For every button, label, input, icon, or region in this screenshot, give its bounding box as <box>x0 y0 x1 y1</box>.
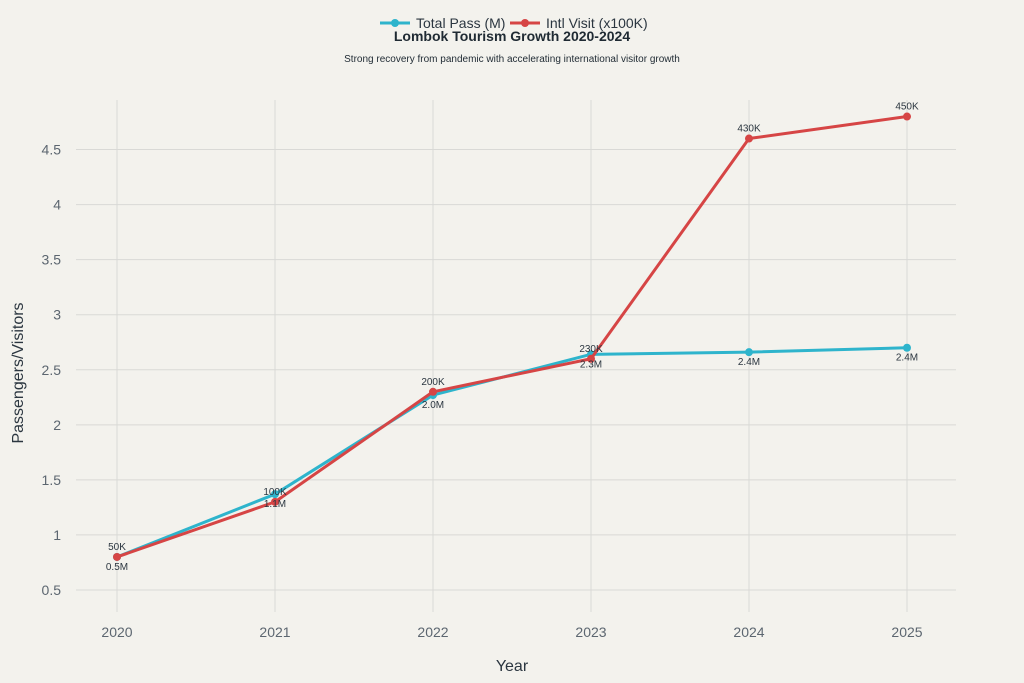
legend-swatch-marker <box>521 19 529 27</box>
data-label: 50K <box>108 542 126 553</box>
chart-subtitle: Strong recovery from pandemic with accel… <box>344 54 680 65</box>
y-axis-ticks: 0.5 1 1.5 2 2.5 3 3.5 4 4.5 <box>42 142 62 598</box>
data-point <box>271 497 279 506</box>
legend-label: Intl Visit (x100K) <box>546 15 648 31</box>
data-point <box>745 348 753 357</box>
legend-swatch-marker <box>391 19 399 27</box>
x-tick-label: 2021 <box>259 624 290 640</box>
data-point <box>429 387 437 396</box>
legend: Total Pass (M) Intl Visit (x100K) <box>380 15 648 31</box>
legend-item[interactable]: Intl Visit (x100K) <box>510 15 648 31</box>
series-line <box>116 346 908 559</box>
x-tick-label: 2020 <box>101 624 132 640</box>
data-labels: 0.5M 1.1M 2.0M 2.3M 2.4M 2.4M 50K 100K 200K 230K 4… <box>106 102 919 573</box>
y-tick-label: 1 <box>53 527 61 543</box>
data-label: 450K <box>895 102 919 113</box>
y-tick-label: 2 <box>53 417 61 433</box>
data-label: 200K <box>421 377 445 388</box>
data-label: 430K <box>737 124 761 135</box>
x-axis-ticks: 2020 2021 2022 2023 2024 2025 <box>101 624 922 640</box>
chart-title: Lombok Tourism Growth 2020-2024 <box>394 28 630 44</box>
legend-item[interactable]: Total Pass (M) <box>380 15 505 31</box>
data-point <box>903 343 911 352</box>
y-tick-label: 4 <box>53 197 61 213</box>
data-label: 2.0M <box>422 400 444 411</box>
y-tick-label: 3 <box>53 307 61 323</box>
y-tick-label: 1.5 <box>42 472 62 488</box>
x-tick-label: 2024 <box>733 624 764 640</box>
y-axis-title: Passengers/Visitors <box>10 302 27 443</box>
data-point <box>271 490 279 499</box>
data-label: 100K <box>263 487 287 498</box>
data-label: 1.1M <box>264 499 286 510</box>
grid <box>76 100 956 612</box>
data-point <box>113 552 121 561</box>
x-tick-label: 2023 <box>575 624 606 640</box>
data-point <box>903 112 911 121</box>
data-label: 230K <box>579 344 603 355</box>
y-tick-label: 4.5 <box>42 142 62 158</box>
data-label: 2.4M <box>896 353 918 364</box>
data-label: 0.5M <box>106 562 128 573</box>
x-axis-title: Year <box>496 658 529 675</box>
series-lines <box>113 112 911 561</box>
y-tick-label: 0.5 <box>42 582 62 598</box>
y-tick-label: 2.5 <box>42 362 62 378</box>
x-tick-label: 2022 <box>417 624 448 640</box>
data-label: 2.3M <box>580 359 602 370</box>
x-tick-label: 2025 <box>891 624 922 640</box>
legend-label: Total Pass (M) <box>416 15 505 31</box>
data-point <box>587 354 595 363</box>
data-point <box>745 134 753 143</box>
series-line <box>116 115 908 559</box>
data-label: 2.4M <box>738 357 760 368</box>
y-tick-label: 3.5 <box>42 252 62 268</box>
